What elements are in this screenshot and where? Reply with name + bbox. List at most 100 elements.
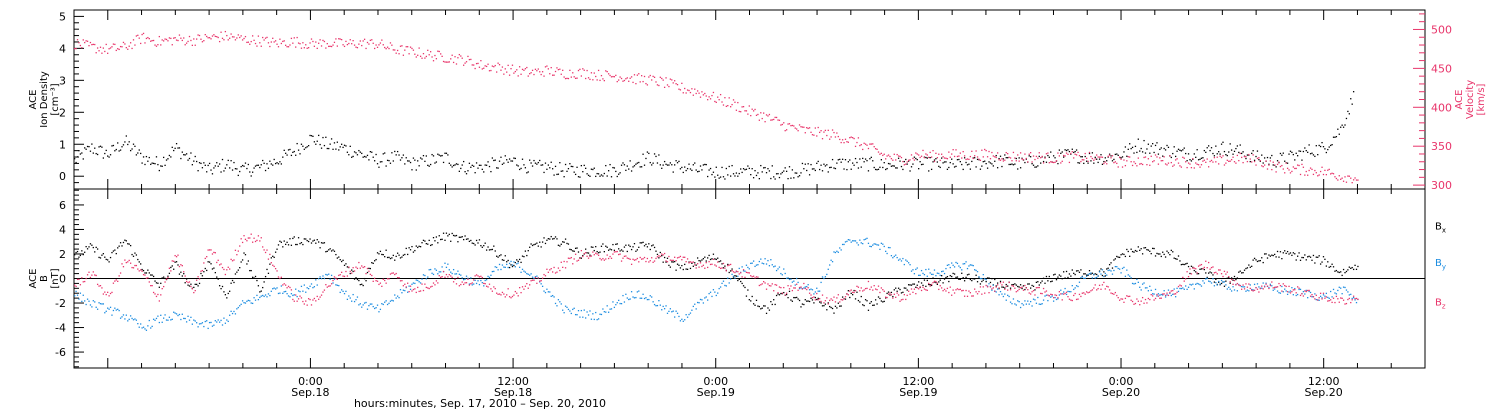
- data-point: [755, 264, 758, 266]
- data-point: [896, 167, 898, 169]
- data-point: [283, 40, 285, 42]
- data-point: [89, 41, 92, 44]
- data-point: [793, 287, 795, 289]
- data-point: [442, 161, 445, 164]
- data-point: [481, 276, 483, 279]
- data-point: [905, 163, 907, 165]
- data-point: [152, 318, 155, 320]
- data-point: [1100, 154, 1102, 156]
- data-point: [590, 318, 593, 320]
- data-point: [425, 155, 427, 157]
- data-point: [1296, 293, 1299, 296]
- data-point: [74, 158, 76, 160]
- data-point: [263, 162, 265, 164]
- data-point: [292, 151, 294, 154]
- data-point: [612, 243, 614, 246]
- data-point: [1144, 298, 1147, 301]
- data-point: [912, 163, 914, 165]
- data-point: [264, 169, 267, 172]
- data-point: [441, 238, 443, 240]
- data-point: [1084, 273, 1086, 275]
- data-point: [409, 288, 412, 291]
- data-point: [1327, 169, 1329, 171]
- data-point: [966, 158, 969, 160]
- data-point: [569, 310, 571, 312]
- data-point: [890, 291, 893, 294]
- data-point: [161, 277, 163, 279]
- data-point: [1127, 295, 1129, 298]
- data-point: [829, 166, 831, 169]
- data-point: [1074, 153, 1076, 155]
- data-point: [84, 147, 86, 149]
- data-point: [562, 309, 564, 311]
- data-point: [876, 244, 878, 246]
- data-point: [79, 254, 82, 257]
- data-point: [632, 258, 634, 260]
- data-point: [737, 279, 739, 282]
- data-point: [722, 267, 725, 269]
- data-point: [1153, 299, 1155, 301]
- data-point: [508, 158, 511, 160]
- data-point: [128, 243, 130, 245]
- data-point: [939, 166, 941, 169]
- data-point: [846, 293, 848, 295]
- data-point: [956, 288, 959, 290]
- data-point: [1299, 150, 1302, 152]
- data-point: [260, 164, 262, 166]
- data-point: [1289, 172, 1292, 174]
- data-point: [844, 296, 847, 298]
- data-point: [1103, 281, 1105, 284]
- data-point: [303, 303, 305, 305]
- data-point: [1005, 283, 1007, 286]
- data-point: [394, 294, 396, 296]
- data-point: [1195, 283, 1197, 285]
- data-point: [429, 286, 432, 288]
- data-point: [1185, 278, 1187, 280]
- data-point: [536, 275, 538, 277]
- data-point: [563, 312, 565, 314]
- data-point: [1118, 156, 1121, 158]
- data-point: [906, 163, 908, 165]
- data-point: [498, 293, 501, 295]
- data-point: [1328, 297, 1330, 299]
- data-point: [1019, 287, 1022, 289]
- data-point: [1146, 287, 1148, 289]
- data-point: [187, 40, 189, 43]
- data-point: [958, 288, 960, 291]
- data-point: [249, 237, 251, 239]
- data-point: [951, 153, 953, 155]
- data-point: [1154, 255, 1157, 257]
- data-point: [160, 294, 162, 296]
- data-point: [1071, 151, 1073, 153]
- data-point: [529, 246, 531, 248]
- data-point: [1061, 151, 1063, 153]
- data-point: [338, 256, 340, 258]
- data-point: [386, 278, 389, 280]
- data-point: [655, 257, 657, 260]
- data-point: [332, 279, 334, 282]
- data-point: [237, 250, 239, 252]
- data-point: [1093, 273, 1095, 276]
- data-point: [115, 148, 117, 151]
- data-point: [385, 48, 387, 50]
- data-point: [1162, 293, 1164, 295]
- data-point: [178, 34, 181, 36]
- data-point: [704, 267, 706, 269]
- data-point: [155, 295, 158, 298]
- data-point: [1261, 257, 1263, 259]
- data-point: [1110, 270, 1112, 272]
- data-point: [652, 162, 654, 164]
- data-point: [531, 69, 534, 71]
- data-point: [895, 167, 897, 169]
- data-point: [831, 261, 834, 263]
- data-point: [952, 149, 954, 151]
- data-point: [559, 68, 561, 70]
- data-point: [648, 152, 650, 155]
- data-point: [421, 283, 423, 285]
- data-point: [363, 277, 366, 280]
- data-point: [1347, 269, 1349, 271]
- data-point: [1262, 288, 1264, 290]
- data-point: [787, 177, 789, 180]
- data-point: [1193, 267, 1195, 269]
- data-point: [527, 171, 529, 173]
